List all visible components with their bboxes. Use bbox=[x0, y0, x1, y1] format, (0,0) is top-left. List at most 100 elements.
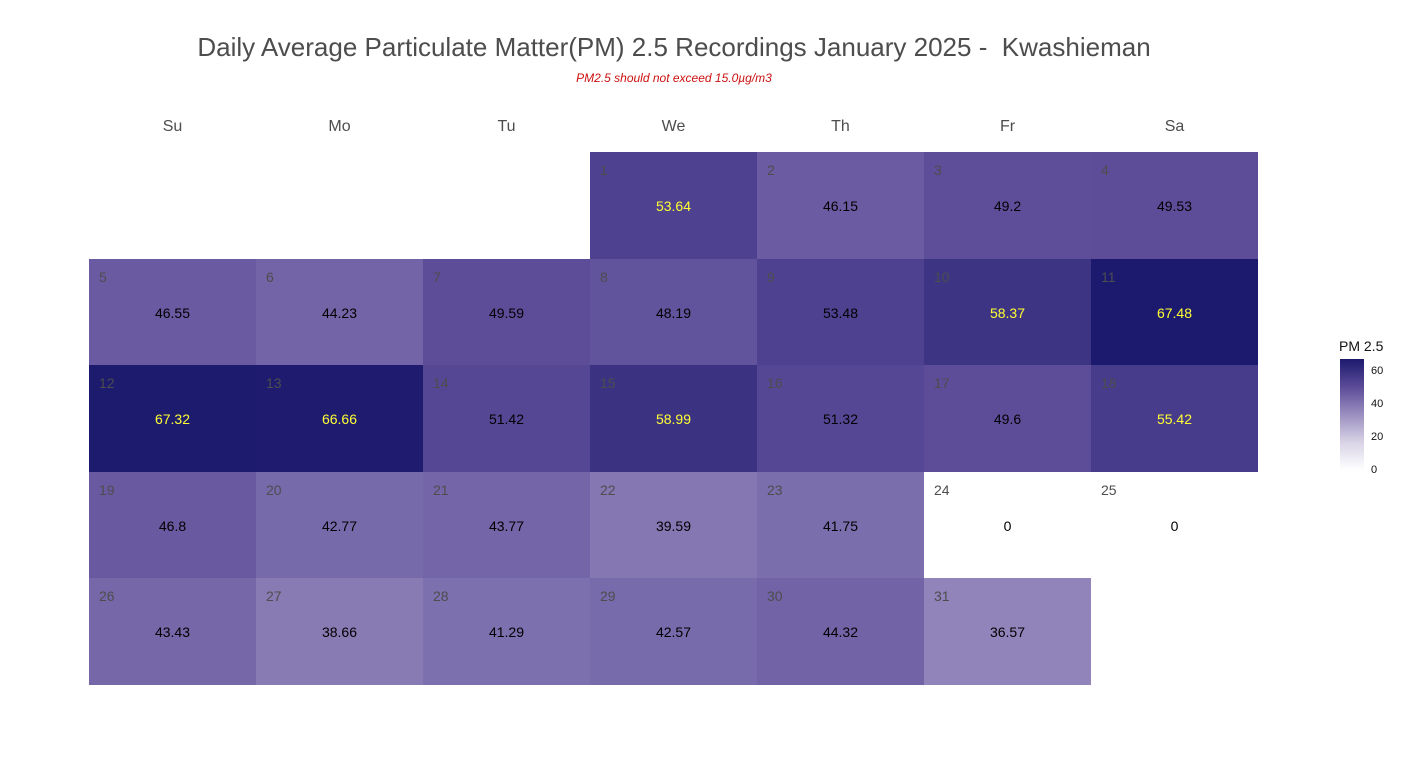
weekday-header-fr: Fr bbox=[999, 118, 1016, 135]
day-cell-10: 10 58.37 bbox=[924, 258, 1091, 366]
day-value-label: 43.77 bbox=[488, 517, 525, 534]
day-value-label: 44.32 bbox=[822, 624, 859, 640]
day-number: 25 bbox=[1101, 481, 1117, 498]
day-cell-4: 4 49.53 bbox=[1091, 152, 1258, 259]
day-cell-19: 19 46.8 bbox=[89, 471, 256, 579]
chart-subtitle: PM2.5 should not exceed 15.0µg/m3 bbox=[576, 71, 772, 85]
weekday-header-mo: Mo bbox=[328, 118, 351, 135]
day-value-label: 42.57 bbox=[655, 624, 692, 640]
day-number: 24 bbox=[934, 481, 950, 498]
day-number: 26 bbox=[99, 588, 115, 604]
day-cell-6: 6 44.23 bbox=[256, 258, 423, 366]
day-cell-7: 7 49.59 bbox=[423, 258, 590, 366]
day-cell-26: 26 43.43 bbox=[89, 578, 256, 685]
day-number: 28 bbox=[433, 588, 449, 604]
day-number: 3 bbox=[934, 162, 942, 178]
legend-tick-mark bbox=[1364, 404, 1368, 405]
day-value-label: 39.59 bbox=[655, 517, 692, 534]
day-number: 14 bbox=[433, 375, 449, 391]
day-number: 5 bbox=[99, 268, 107, 285]
day-value-label: 58.37 bbox=[989, 304, 1026, 321]
day-number: 31 bbox=[934, 588, 950, 604]
day-number: 23 bbox=[767, 481, 783, 498]
day-cell-20: 20 42.77 bbox=[256, 471, 423, 579]
legend-tick-label: 20 bbox=[1371, 431, 1384, 443]
day-number: 30 bbox=[767, 588, 783, 604]
day-value-label: 48.19 bbox=[655, 304, 692, 321]
day-number: 6 bbox=[266, 268, 274, 285]
legend-tick-mark bbox=[1364, 470, 1368, 471]
legend-tick-label: 60 bbox=[1371, 365, 1384, 377]
day-cell-27: 27 38.66 bbox=[256, 578, 423, 685]
day-number: 18 bbox=[1101, 375, 1117, 391]
day-cell-1: 1 53.64 bbox=[590, 152, 757, 259]
day-cell-18: 18 55.42 bbox=[1091, 365, 1258, 472]
chart-title: Daily Average Particulate Matter(PM) 2.5… bbox=[197, 32, 1151, 62]
day-value-label: 41.29 bbox=[488, 624, 525, 640]
day-value-label: 66.66 bbox=[321, 411, 358, 427]
day-number: 16 bbox=[767, 375, 783, 391]
day-value-label: 55.42 bbox=[1156, 411, 1193, 427]
day-number: 15 bbox=[600, 375, 616, 391]
day-value-label: 46.15 bbox=[822, 198, 859, 214]
day-cell-9: 9 53.48 bbox=[757, 258, 924, 366]
day-cell-2: 2 46.15 bbox=[757, 152, 924, 259]
day-value-label: 0 bbox=[1003, 517, 1012, 534]
day-cell-11: 11 67.48 bbox=[1091, 258, 1258, 366]
day-cell-24: 24 0 bbox=[924, 471, 1091, 579]
day-number: 8 bbox=[600, 268, 608, 285]
legend-tick-label: 0 bbox=[1371, 464, 1378, 476]
day-cell-28: 28 41.29 bbox=[423, 578, 590, 685]
day-number: 19 bbox=[99, 481, 115, 498]
day-value-label: 46.8 bbox=[158, 517, 187, 534]
day-value-label: 46.55 bbox=[154, 304, 191, 321]
legend-colorbar bbox=[1340, 359, 1364, 470]
day-value-label: 51.42 bbox=[488, 411, 525, 427]
day-value-label: 53.64 bbox=[655, 198, 692, 214]
day-cell-21: 21 43.77 bbox=[423, 471, 590, 579]
day-number: 9 bbox=[767, 268, 775, 285]
day-cell-25: 25 0 bbox=[1091, 471, 1258, 579]
day-value-label: 58.99 bbox=[655, 411, 692, 427]
day-cell-3: 3 49.2 bbox=[924, 152, 1091, 259]
day-cell-17: 17 49.6 bbox=[924, 365, 1091, 472]
day-cell-15: 15 58.99 bbox=[590, 365, 757, 472]
day-value-label: 49.6 bbox=[993, 411, 1022, 427]
day-number: 10 bbox=[934, 268, 950, 285]
day-number: 22 bbox=[600, 481, 616, 498]
day-value-label: 67.48 bbox=[1156, 304, 1193, 321]
day-value-label: 67.32 bbox=[154, 411, 191, 427]
day-value-label: 41.75 bbox=[822, 517, 859, 534]
weekday-header-tu: Tu bbox=[497, 118, 516, 135]
day-cell-29: 29 42.57 bbox=[590, 578, 757, 685]
day-cell-14: 14 51.42 bbox=[423, 365, 590, 472]
day-number: 11 bbox=[1101, 268, 1116, 285]
day-number: 12 bbox=[99, 375, 115, 391]
day-value-label: 38.66 bbox=[321, 624, 358, 640]
weekday-header-sa: Sa bbox=[1164, 118, 1185, 135]
day-cell-30: 30 44.32 bbox=[757, 578, 924, 685]
legend-title: PM 2.5 bbox=[1339, 338, 1384, 354]
day-value-label: 49.59 bbox=[488, 304, 525, 321]
day-value-label: 36.57 bbox=[989, 624, 1026, 640]
day-cell-12: 12 67.32 bbox=[89, 365, 256, 472]
day-number: 1 bbox=[600, 162, 608, 178]
day-cell-13: 13 66.66 bbox=[256, 365, 423, 472]
day-number: 4 bbox=[1101, 162, 1109, 178]
day-cell-23: 23 41.75 bbox=[757, 471, 924, 579]
day-number: 20 bbox=[266, 481, 282, 498]
day-number: 2 bbox=[767, 162, 775, 178]
weekday-header-we: We bbox=[661, 118, 686, 135]
legend-tick-label: 40 bbox=[1371, 398, 1384, 410]
day-cell-16: 16 51.32 bbox=[757, 365, 924, 472]
day-number: 13 bbox=[266, 375, 282, 391]
day-value-label: 49.2 bbox=[993, 198, 1022, 214]
day-value-label: 53.48 bbox=[822, 304, 859, 321]
day-value-label: 42.77 bbox=[321, 517, 358, 534]
day-value-label: 0 bbox=[1170, 517, 1179, 534]
legend-tick-mark bbox=[1364, 371, 1368, 372]
day-cell-8: 8 48.19 bbox=[590, 258, 757, 366]
day-number: 27 bbox=[266, 588, 282, 604]
day-value-label: 43.43 bbox=[154, 624, 191, 640]
day-value-label: 44.23 bbox=[321, 304, 358, 321]
